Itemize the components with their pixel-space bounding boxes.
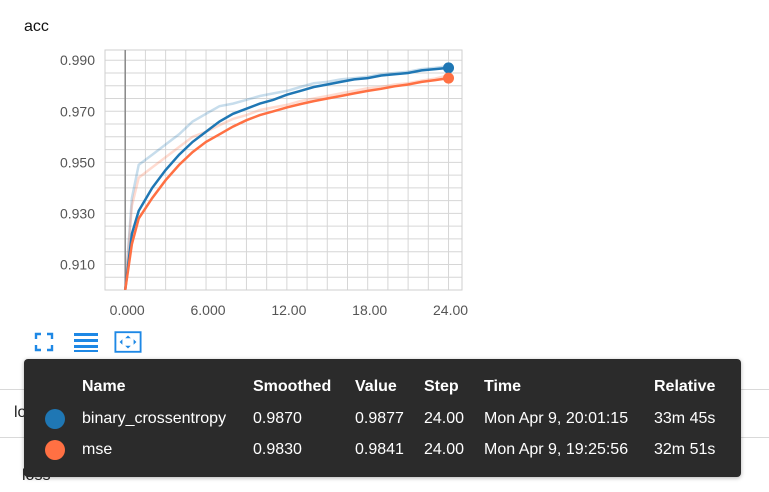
header-smoothed: Smoothed [253,378,332,395]
fullscreen-icon [34,332,54,352]
series-tooltip: Name Smoothed Value Step Time Relative b… [24,359,741,477]
y-tick-label: 0.970 [60,103,95,119]
x-tick-label: 24.00 [433,302,468,318]
y-tick-label: 0.950 [60,154,95,170]
series-smoothed-line [123,66,449,290]
raw-value: 0.9841 [355,441,404,458]
acc-chart: 0.910 0.930 0.950 0.970 0.990 0.000 6.000 12.00… [60,49,468,318]
y-tick-label: 0.930 [60,205,95,221]
smoothed-value: 0.9870 [253,410,302,427]
step-value: 24.00 [424,410,465,427]
relative-value: 32m 51s [654,441,716,458]
series-endpoint [443,62,455,74]
x-tick-label: 6.000 [191,302,226,318]
y-tick-label: 0.910 [60,256,95,272]
step-value: 24.00 [424,441,465,458]
series-raw-line [123,74,449,290]
time-value: Mon Apr 9, 20:01:15 [484,410,629,427]
series-name: binary_crossentropy [82,410,227,427]
series-name: mse [82,441,113,458]
series-smoothed-line [123,76,449,290]
raw-value: 0.9877 [355,410,404,427]
header-value: Value [355,378,397,395]
tooltip-row: binary_crossentropy 0.9870 0.9877 24.00 … [24,404,741,434]
axes: 0.910 0.930 0.950 0.970 0.990 0.000 6.000 12.00… [60,50,468,318]
relative-value: 33m 45s [654,410,716,427]
chart-toolbar [30,330,142,354]
x-tick-label: 18.00 [352,302,387,318]
header-step: Step [424,378,459,395]
y-tick-label: 0.990 [60,52,95,68]
fit-domain-icon [114,331,142,353]
smoothed-value: 0.9830 [253,441,302,458]
time-value: Mon Apr 9, 19:25:56 [484,441,629,458]
series-endpoint [443,72,455,84]
series-raw-line [123,64,449,290]
tooltip-header: Name Smoothed Value Step Time Relative [24,372,741,402]
header-relative: Relative [654,378,716,395]
x-tick-label: 12.00 [271,302,306,318]
grid [104,49,463,291]
header-time: Time [484,378,522,395]
toggle-log-scale-icon [74,333,98,352]
plot-border [104,49,463,291]
tooltip-row: mse 0.9830 0.9841 24.00 Mon Apr 9, 19:25… [24,435,741,465]
fit-domain-button[interactable] [114,330,142,354]
x-tick-label: 0.000 [110,302,145,318]
fullscreen-button[interactable] [30,330,58,354]
series-color-dot [45,440,65,460]
toggle-log-scale-button[interactable] [72,330,100,354]
chart-title: acc [24,18,49,35]
series-color-dot [45,409,65,429]
header-name: Name [82,378,126,395]
series-layer [123,62,455,290]
